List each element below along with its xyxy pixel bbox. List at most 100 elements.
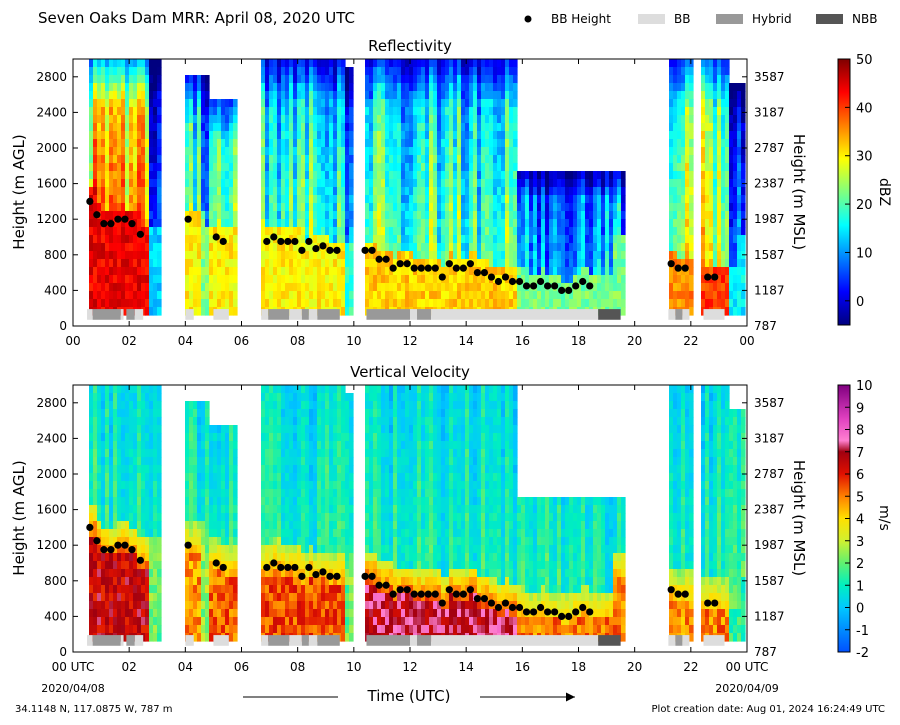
reflectivity-cell xyxy=(373,203,378,212)
reflectivity-cell xyxy=(725,59,730,68)
velocity-cell xyxy=(193,569,198,578)
reflectivity-cell xyxy=(533,195,538,204)
reflectivity-cell xyxy=(269,283,274,292)
reflectivity-cell xyxy=(613,267,618,276)
reflectivity-cell xyxy=(209,115,214,124)
reflectivity-cell xyxy=(457,115,462,124)
reflectivity-cell xyxy=(717,299,722,308)
reflectivity-cell xyxy=(541,299,546,308)
velocity-cell xyxy=(145,561,150,570)
reflectivity-cell xyxy=(421,75,426,84)
bb-type-segment xyxy=(308,309,318,320)
reflectivity-cell xyxy=(105,123,110,132)
reflectivity-cell xyxy=(341,259,346,268)
reflectivity-cell xyxy=(305,115,310,124)
reflectivity-cell xyxy=(141,299,146,308)
reflectivity-cell xyxy=(409,267,414,276)
reflectivity-cell xyxy=(713,155,718,164)
reflectivity-cell xyxy=(205,99,210,108)
reflectivity-cell xyxy=(597,235,602,244)
reflectivity-cell xyxy=(577,179,582,188)
reflectivity-cell xyxy=(193,83,198,92)
reflectivity-cell xyxy=(321,291,326,300)
velocity-cell xyxy=(225,601,230,610)
velocity-cell xyxy=(101,393,106,402)
reflectivity-cell xyxy=(537,267,542,276)
reflectivity-cell xyxy=(729,179,734,188)
reflectivity-cell xyxy=(505,235,510,244)
reflectivity-cell xyxy=(377,67,382,76)
velocity-cell xyxy=(97,385,102,394)
reflectivity-cell xyxy=(277,75,282,84)
velocity-cell xyxy=(189,505,194,514)
reflectivity-cell xyxy=(481,243,486,252)
reflectivity-cell xyxy=(137,155,142,164)
reflectivity-cell xyxy=(709,195,714,204)
reflectivity-cell xyxy=(449,155,454,164)
reflectivity-cell xyxy=(685,227,690,236)
reflectivity-cell xyxy=(497,171,502,180)
reflectivity-cell xyxy=(469,99,474,108)
reflectivity-cell xyxy=(609,283,614,292)
reflectivity-cell xyxy=(593,187,598,196)
reflectivity-cell xyxy=(437,211,442,220)
reflectivity-cell xyxy=(101,67,106,76)
reflectivity-cell xyxy=(421,115,426,124)
reflectivity-cell xyxy=(349,243,354,252)
velocity-cell xyxy=(117,625,122,634)
reflectivity-cell xyxy=(477,299,482,308)
reflectivity-cell xyxy=(445,219,450,228)
reflectivity-cell xyxy=(229,163,234,172)
reflectivity-cell xyxy=(293,259,298,268)
velocity-cell xyxy=(93,553,98,562)
reflectivity-cell xyxy=(505,243,510,252)
reflectivity-cell xyxy=(213,299,218,308)
reflectivity-cell xyxy=(381,299,386,308)
reflectivity-cell xyxy=(709,187,714,196)
reflectivity-cell xyxy=(229,219,234,228)
reflectivity-cell xyxy=(97,275,102,284)
reflectivity-cell xyxy=(209,131,214,140)
reflectivity-cell xyxy=(341,299,346,308)
reflectivity-cell xyxy=(269,219,274,228)
reflectivity-cell xyxy=(157,99,162,108)
velocity-cell xyxy=(129,441,134,450)
reflectivity-cell xyxy=(705,187,710,196)
reflectivity-cell xyxy=(113,243,118,252)
reflectivity-cell xyxy=(193,187,198,196)
reflectivity-cell xyxy=(709,299,714,308)
reflectivity-cell xyxy=(457,131,462,140)
velocity-cell xyxy=(121,465,126,474)
velocity-cell xyxy=(205,489,210,498)
reflectivity-cell xyxy=(689,179,694,188)
reflectivity-cell xyxy=(437,123,442,132)
reflectivity-cell xyxy=(469,267,474,276)
reflectivity-cell xyxy=(317,123,322,132)
reflectivity-cell xyxy=(229,203,234,212)
reflectivity-cell xyxy=(213,275,218,284)
reflectivity-cell xyxy=(281,131,286,140)
reflectivity-cell xyxy=(477,67,482,76)
reflectivity-cell xyxy=(501,91,506,100)
reflectivity-cell xyxy=(701,83,706,92)
reflectivity-cell xyxy=(113,171,118,180)
velocity-cell xyxy=(217,601,222,610)
reflectivity-cell xyxy=(225,179,230,188)
reflectivity-cell xyxy=(541,195,546,204)
reflectivity-cell xyxy=(677,195,682,204)
reflectivity-cell xyxy=(485,195,490,204)
velocity-cell xyxy=(217,473,222,482)
velocity-cell xyxy=(193,489,198,498)
reflectivity-cell xyxy=(509,219,514,228)
velocity-cell xyxy=(89,393,94,402)
reflectivity-cell xyxy=(493,243,498,252)
reflectivity-cell xyxy=(509,211,514,220)
reflectivity-cell xyxy=(261,251,266,260)
reflectivity-cell xyxy=(705,291,710,300)
reflectivity-cell xyxy=(461,243,466,252)
velocity-cell xyxy=(217,497,222,506)
reflectivity-cell xyxy=(337,107,342,116)
reflectivity-cell xyxy=(401,107,406,116)
velocity-cell xyxy=(101,481,106,490)
reflectivity-cell xyxy=(145,195,150,204)
